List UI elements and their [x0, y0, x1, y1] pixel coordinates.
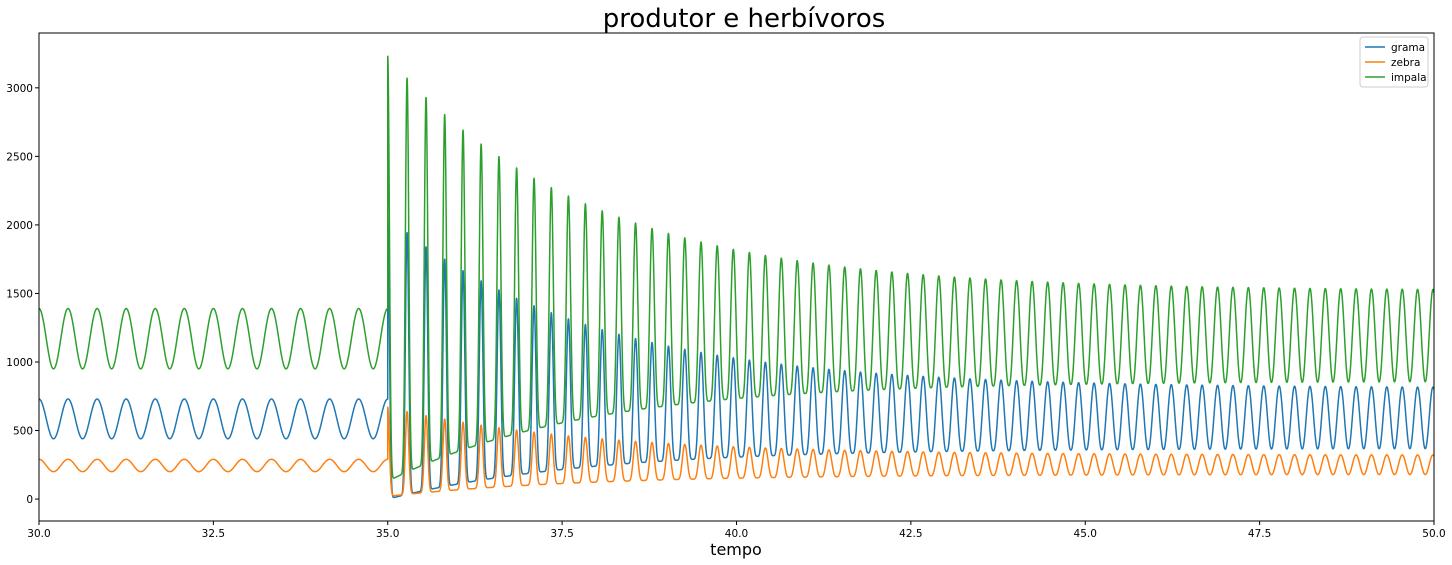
x-tick-label: 42.5 — [899, 528, 922, 540]
series-line-zebra — [39, 406, 1434, 497]
legend-label-zebra: zebra — [1391, 57, 1420, 69]
legend-label-impala: impala — [1391, 72, 1427, 84]
y-tick-label: 3000 — [6, 83, 33, 95]
x-tick-label: 37.5 — [550, 528, 573, 540]
legend: grama zebra impala — [1359, 36, 1429, 88]
x-tick-label: 30.0 — [27, 528, 50, 540]
x-tick-label: 45.0 — [1074, 528, 1097, 540]
y-tick-label: 2500 — [6, 151, 33, 163]
series-line-impala — [39, 55, 1434, 479]
x-tick-label: 47.5 — [1248, 528, 1271, 540]
x-tick-label: 40.0 — [725, 528, 748, 540]
y-tick-label: 2000 — [6, 220, 33, 232]
y-tick-label: 0 — [26, 494, 33, 506]
y-tick-label: 500 — [13, 426, 33, 438]
legend-box — [1359, 36, 1429, 88]
chart-title: produtor e herbívoros — [603, 4, 886, 34]
y-tick-label: 1000 — [6, 357, 33, 369]
x-axis-label: tempo — [710, 540, 762, 559]
plot-lines — [39, 55, 1434, 499]
y-axis: 0 500 1000 1500 2000 2500 3000 — [6, 83, 39, 506]
x-axis: 30.0 32.5 35.0 37.5 40.0 42.5 45.0 47.5 50.0 — [27, 521, 1446, 540]
series-line-grama — [39, 215, 1434, 499]
legend-label-grama: grama — [1391, 42, 1425, 54]
x-tick-label: 35.0 — [376, 528, 399, 540]
y-tick-label: 1500 — [6, 288, 33, 300]
x-tick-label: 50.0 — [1422, 528, 1445, 540]
x-tick-label: 32.5 — [202, 528, 225, 540]
